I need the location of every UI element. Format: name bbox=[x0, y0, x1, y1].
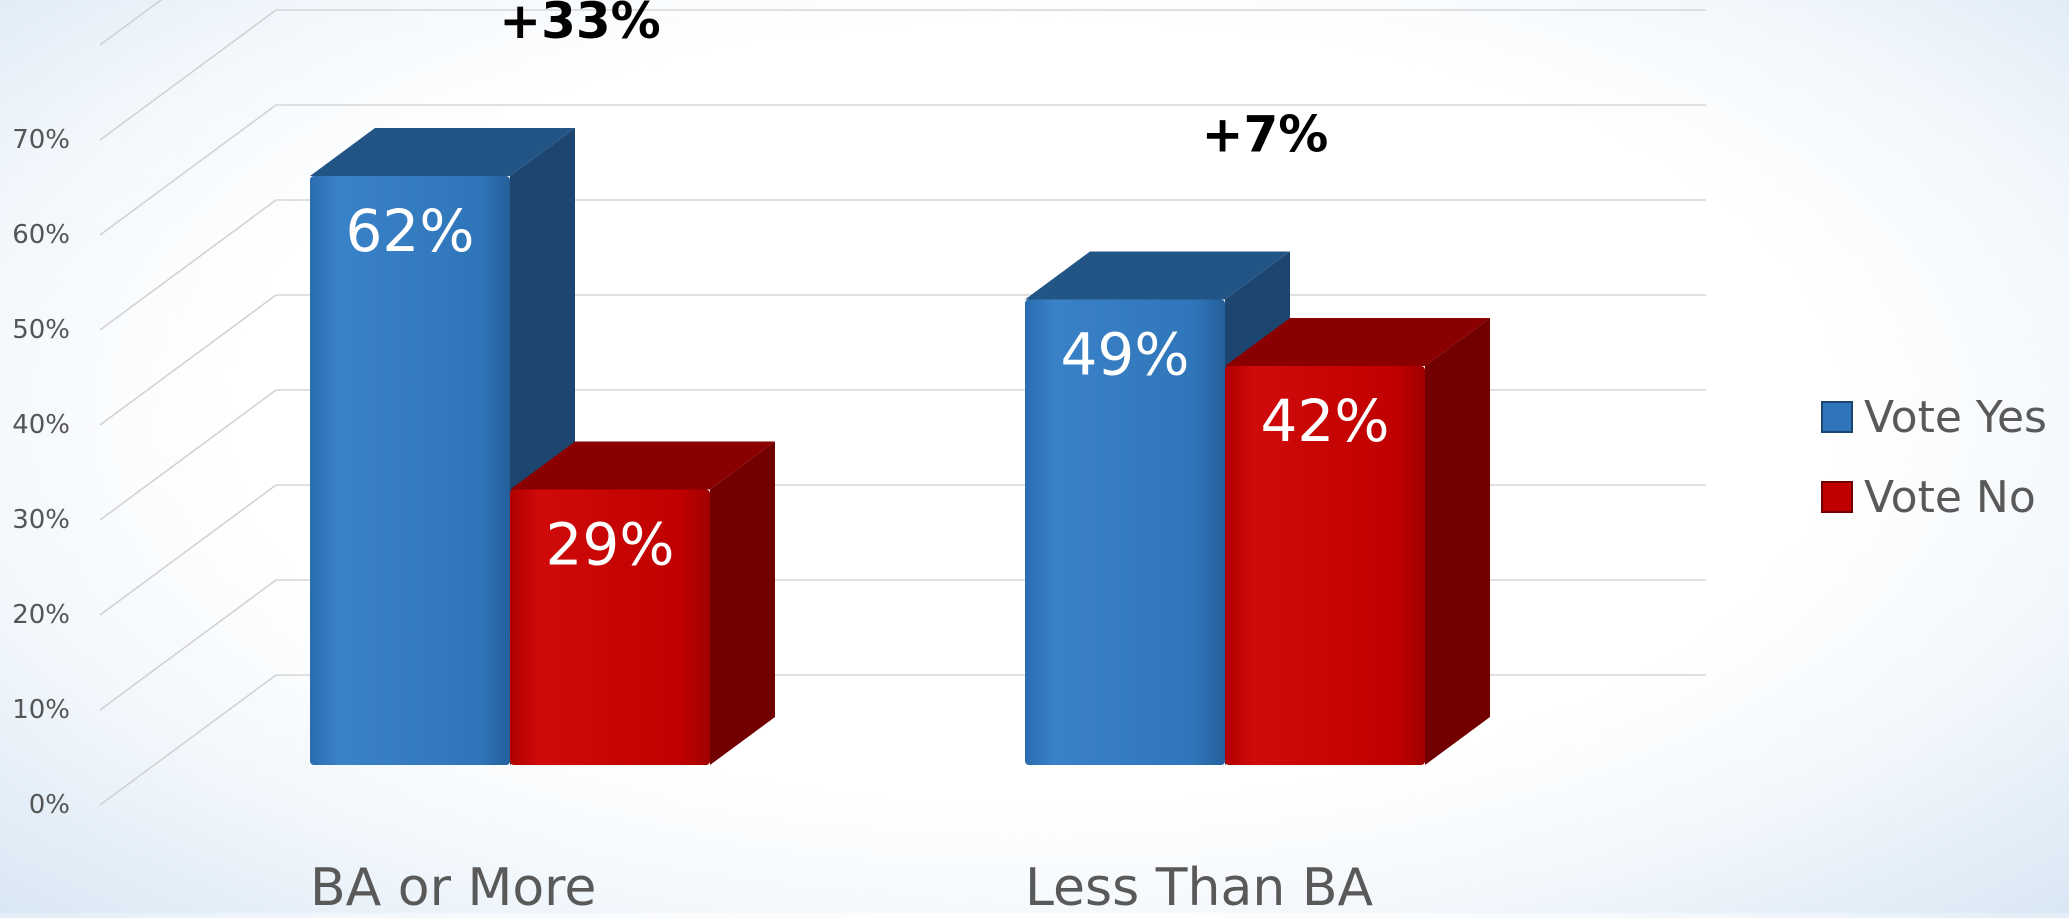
gridline-diagonal bbox=[99, 104, 277, 236]
legend-swatch-vote-yes bbox=[1821, 401, 1853, 433]
labels-layer: 62% 29% BA or More +33% 49% 42% Less Than BA +7… bbox=[310, 0, 1390, 918]
gridline-diagonal bbox=[99, 0, 163, 46]
gridline-diagonal bbox=[99, 579, 277, 711]
gridline-diagonal bbox=[99, 484, 277, 616]
category-label: Less Than BA bbox=[1025, 858, 1374, 913]
bar-top bbox=[1025, 251, 1290, 300]
y-tick-label: 40% bbox=[12, 410, 70, 440]
legend-label: Vote Yes bbox=[1864, 392, 2047, 443]
bar-top bbox=[510, 441, 775, 490]
category-label: BA or More bbox=[310, 858, 596, 913]
y-tick-label: 10% bbox=[12, 695, 70, 725]
bar-top bbox=[310, 128, 575, 176]
bar-top bbox=[1225, 318, 1490, 366]
y-tick-label: 30% bbox=[12, 505, 70, 535]
bar-front bbox=[1225, 366, 1425, 765]
bar-front bbox=[310, 176, 510, 765]
bar-value-label: 62% bbox=[346, 197, 475, 265]
gridline-diagonal bbox=[99, 389, 277, 521]
y-tick-label: 0% bbox=[29, 790, 70, 820]
bar-vote-no bbox=[1225, 318, 1490, 765]
bar-front bbox=[1025, 299, 1225, 765]
bars-layer bbox=[310, 128, 1490, 765]
bar-value-label: 49% bbox=[1061, 321, 1190, 389]
legend-label: Vote No bbox=[1864, 472, 2036, 523]
y-axis: 0% 10% 20% 30% 40% 50% 60% 70% bbox=[12, 125, 70, 820]
bar-side bbox=[1425, 318, 1490, 765]
y-tick-label: 50% bbox=[12, 315, 70, 345]
gridline-diagonal bbox=[99, 294, 277, 426]
gridline-diagonal bbox=[99, 674, 277, 806]
legend: Vote Yes Vote No bbox=[1821, 392, 2047, 523]
legend-swatch-vote-no bbox=[1821, 481, 1853, 513]
bar-side bbox=[710, 441, 775, 765]
bar-value-label: 29% bbox=[546, 511, 675, 579]
difference-annotation: +7% bbox=[1202, 106, 1329, 164]
y-tick-label: 20% bbox=[12, 600, 70, 630]
bar-value-label: 42% bbox=[1261, 387, 1390, 455]
y-tick-label: 70% bbox=[12, 125, 70, 155]
gridline-diagonal bbox=[99, 199, 277, 331]
gridline-diagonal bbox=[99, 9, 277, 141]
bar-front bbox=[510, 489, 710, 765]
y-tick-label: 60% bbox=[12, 220, 70, 250]
difference-annotation: +33% bbox=[499, 0, 661, 50]
bar-vote-no bbox=[510, 441, 775, 765]
